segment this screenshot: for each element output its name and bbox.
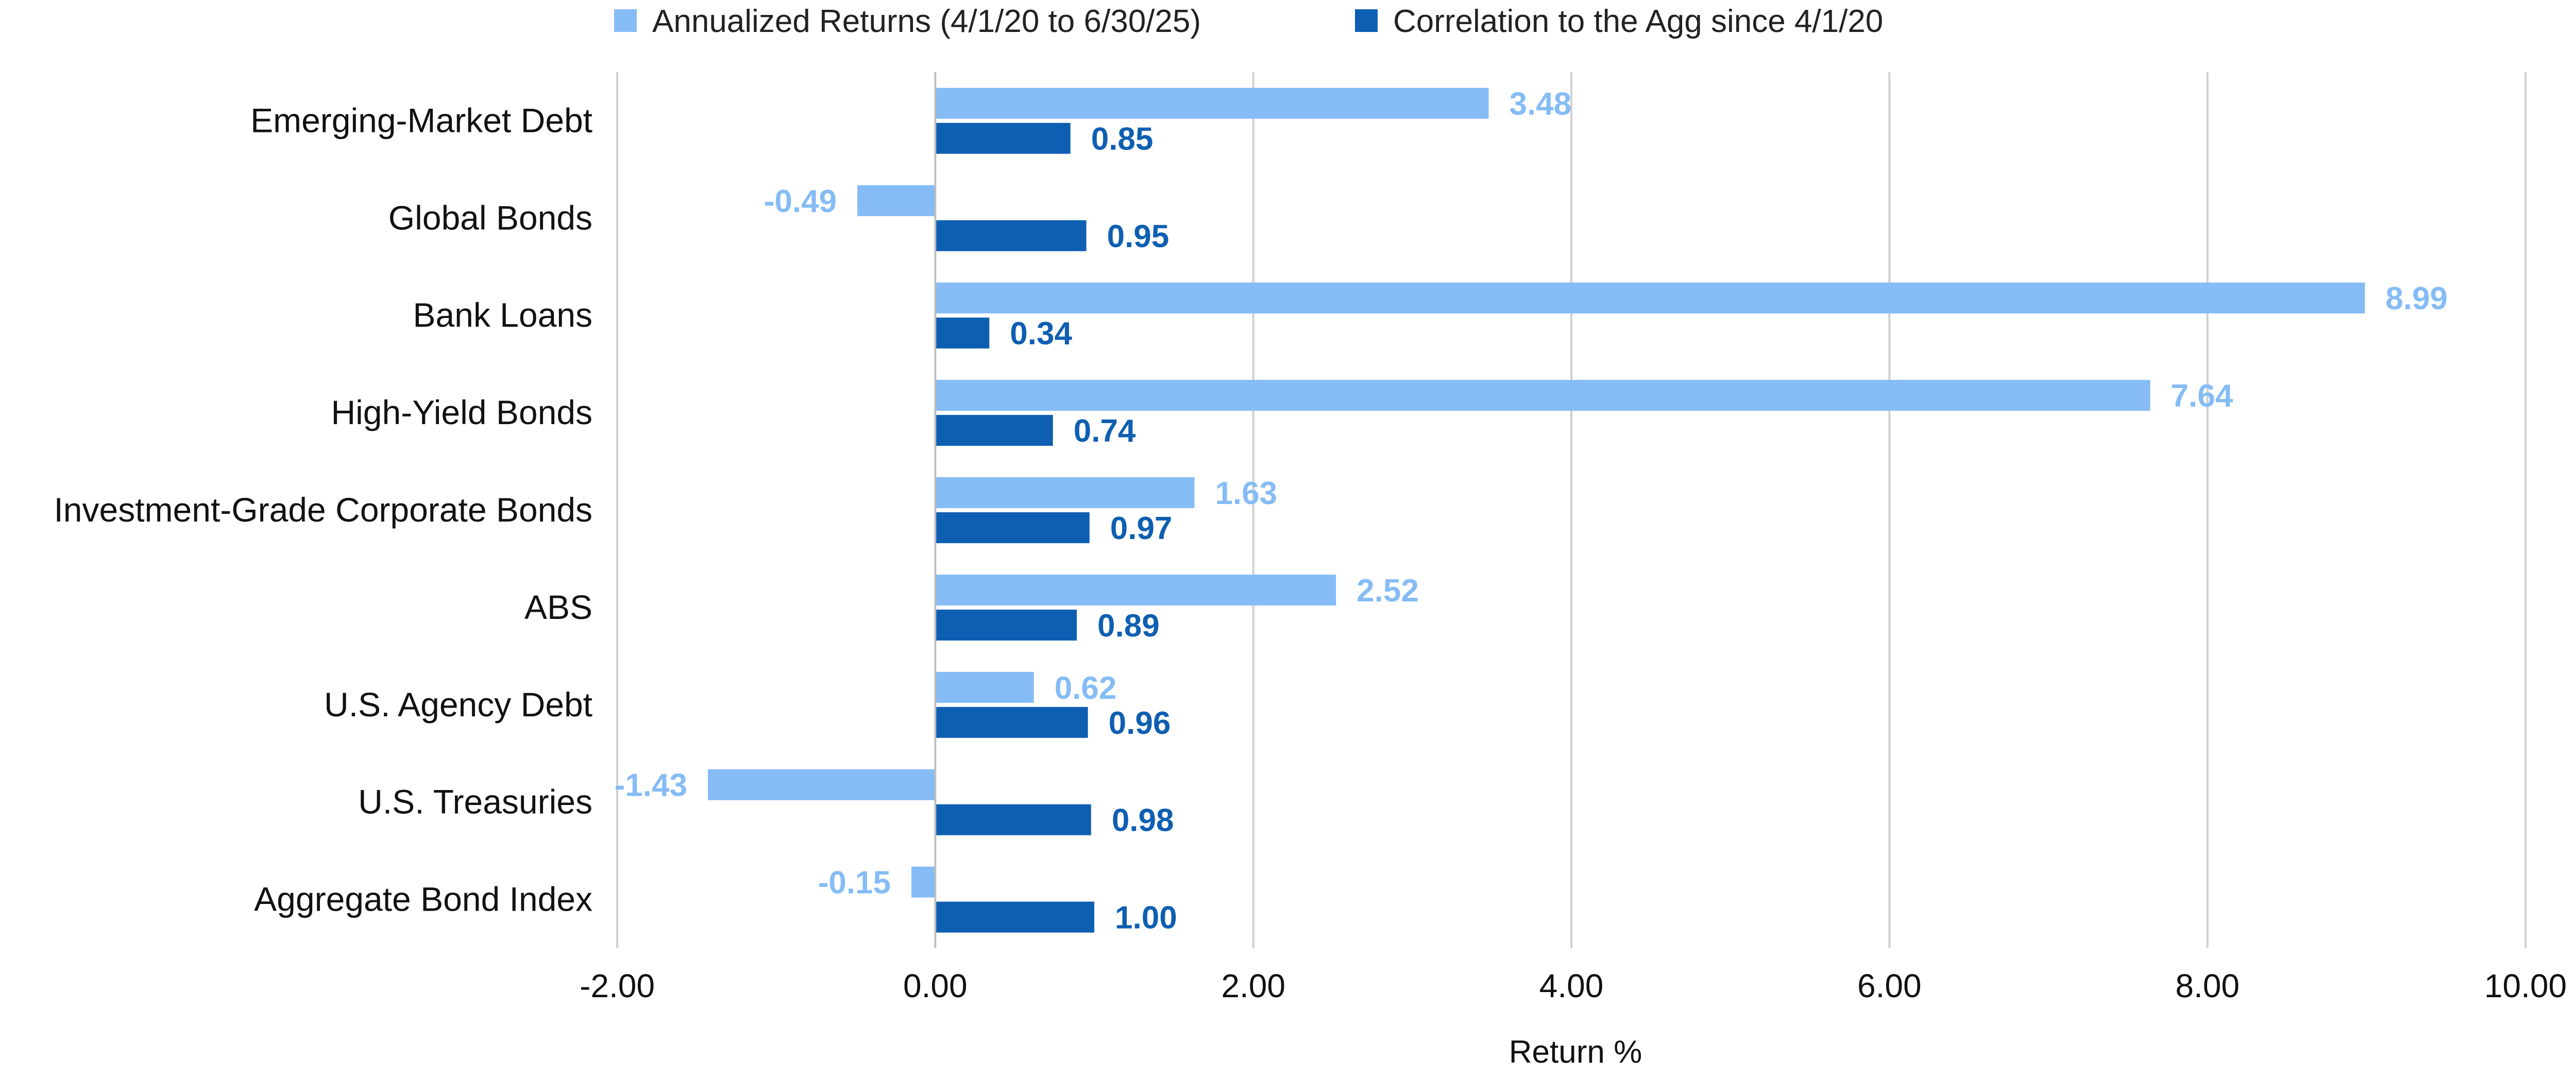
correlation-value-label: 1.00 [1115, 900, 1177, 936]
x-tick-label: 10.00 [2484, 967, 2567, 1004]
return-bar [935, 282, 2365, 314]
correlation-bar [935, 901, 1094, 933]
correlation-bar [935, 317, 990, 349]
category-label: U.S. Treasuries [358, 783, 592, 821]
return-value-label: 0.62 [1055, 670, 1117, 706]
x-tick-label: 6.00 [1857, 967, 1922, 1004]
value-labels: 3.48 0.85 -0.49 0.95 8.99 0.34 7.64 0.74 1.63 0.9… [615, 86, 2448, 935]
x-tick-label: 0.00 [903, 967, 968, 1004]
return-bar [935, 574, 1336, 606]
category-label: Global Bonds [388, 198, 592, 237]
legend-label: Correlation to the Agg since 4/1/20 [1393, 4, 1883, 39]
correlation-value-label: 0.96 [1109, 706, 1171, 741]
category-label: Aggregate Bond Index [254, 880, 592, 918]
return-value-label: 8.99 [2385, 281, 2448, 316]
return-bar [911, 866, 936, 898]
legend-label: Annualized Returns (4/1/20 to 6/30/25) [652, 4, 1201, 39]
correlation-bar [935, 512, 1090, 543]
correlation-value-label: 0.85 [1091, 121, 1154, 157]
return-value-label: 7.64 [2171, 378, 2233, 414]
correlation-bar [935, 804, 1091, 835]
correlation-bar [935, 415, 1053, 446]
category-label: High-Yield Bonds [331, 393, 592, 431]
return-value-label: 3.48 [1509, 86, 1571, 122]
category-label: Emerging-Market Debt [250, 101, 592, 139]
correlation-bar [935, 220, 1087, 251]
x-tick-label: 4.00 [1539, 967, 1604, 1004]
correlation-bar [935, 609, 1077, 641]
return-bar [707, 769, 936, 800]
return-value-label: 2.52 [1357, 573, 1419, 609]
bars [707, 88, 2365, 933]
x-tick-label: 8.00 [2175, 967, 2240, 1004]
tick-labels: -2.00 0.00 2.00 4.00 6.00 8.00 10.00 [580, 967, 2567, 1004]
legend-swatch [614, 9, 637, 32]
correlation-value-label: 0.89 [1097, 608, 1160, 644]
return-value-label: -0.15 [818, 865, 891, 901]
category-label: Bank Loans [413, 296, 592, 334]
correlation-value-label: 0.74 [1074, 413, 1136, 449]
category-label: Investment-Grade Corporate Bonds [54, 491, 592, 529]
x-axis-title: Return % [1509, 1034, 1642, 1070]
correlation-value-label: 0.98 [1112, 803, 1174, 838]
return-bar [935, 88, 1489, 119]
return-bar [935, 477, 1195, 508]
legend-swatch [1355, 9, 1378, 32]
category-label: ABS [524, 588, 592, 626]
correlation-bar [935, 123, 1071, 154]
correlation-value-label: 0.95 [1107, 219, 1170, 254]
return-bar [935, 672, 1034, 703]
x-tick-label: -2.00 [580, 967, 655, 1004]
return-value-label: 1.63 [1215, 476, 1277, 511]
correlation-value-label: 0.97 [1110, 511, 1173, 546]
return-value-label: -0.49 [764, 183, 837, 219]
return-bar [857, 185, 936, 216]
category-label: U.S. Agency Debt [324, 685, 592, 724]
return-bar [935, 380, 2150, 411]
correlation-value-label: 0.34 [1010, 316, 1072, 351]
gridlines [616, 72, 2527, 948]
return-value-label: -1.43 [615, 768, 687, 803]
legend: Annualized Returns (4/1/20 to 6/30/25) Co… [614, 4, 1883, 39]
x-tick-label: 2.00 [1221, 967, 1285, 1004]
category-labels: Emerging-Market Debt Global Bonds Bank Loa… [54, 101, 592, 918]
correlation-bar [935, 707, 1088, 738]
